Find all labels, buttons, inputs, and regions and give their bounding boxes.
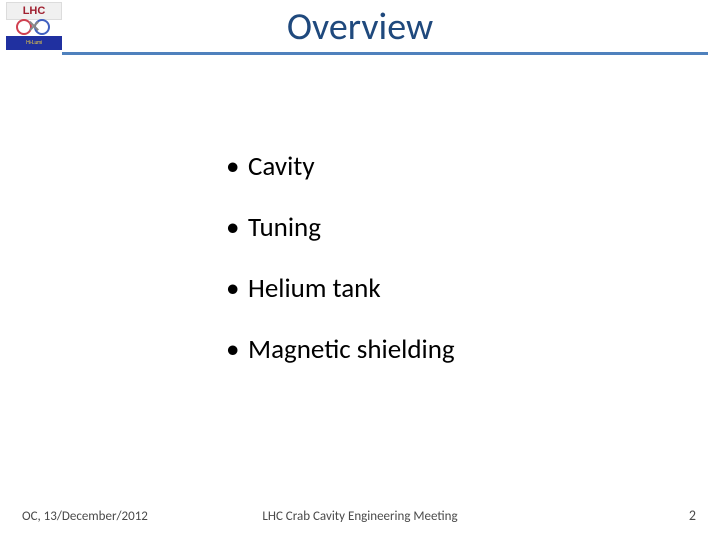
- bullet-item: Helium tank: [226, 272, 455, 305]
- bullet-item: Magnetic shielding: [226, 333, 455, 366]
- bullet-item: Cavity: [226, 150, 455, 183]
- slide-title: Overview: [0, 4, 720, 50]
- bullet-list: Cavity Tuning Helium tank Magnetic shiel…: [226, 150, 455, 394]
- bullet-item: Tuning: [226, 211, 455, 244]
- footer-meeting-title: LHC Crab Cavity Engineering Meeting: [0, 509, 720, 524]
- footer-page-number: 2: [689, 507, 696, 524]
- title-underline: [62, 52, 708, 55]
- slide: LHC Hi-Lumi Overview Overview Cavity Tun…: [0, 0, 720, 540]
